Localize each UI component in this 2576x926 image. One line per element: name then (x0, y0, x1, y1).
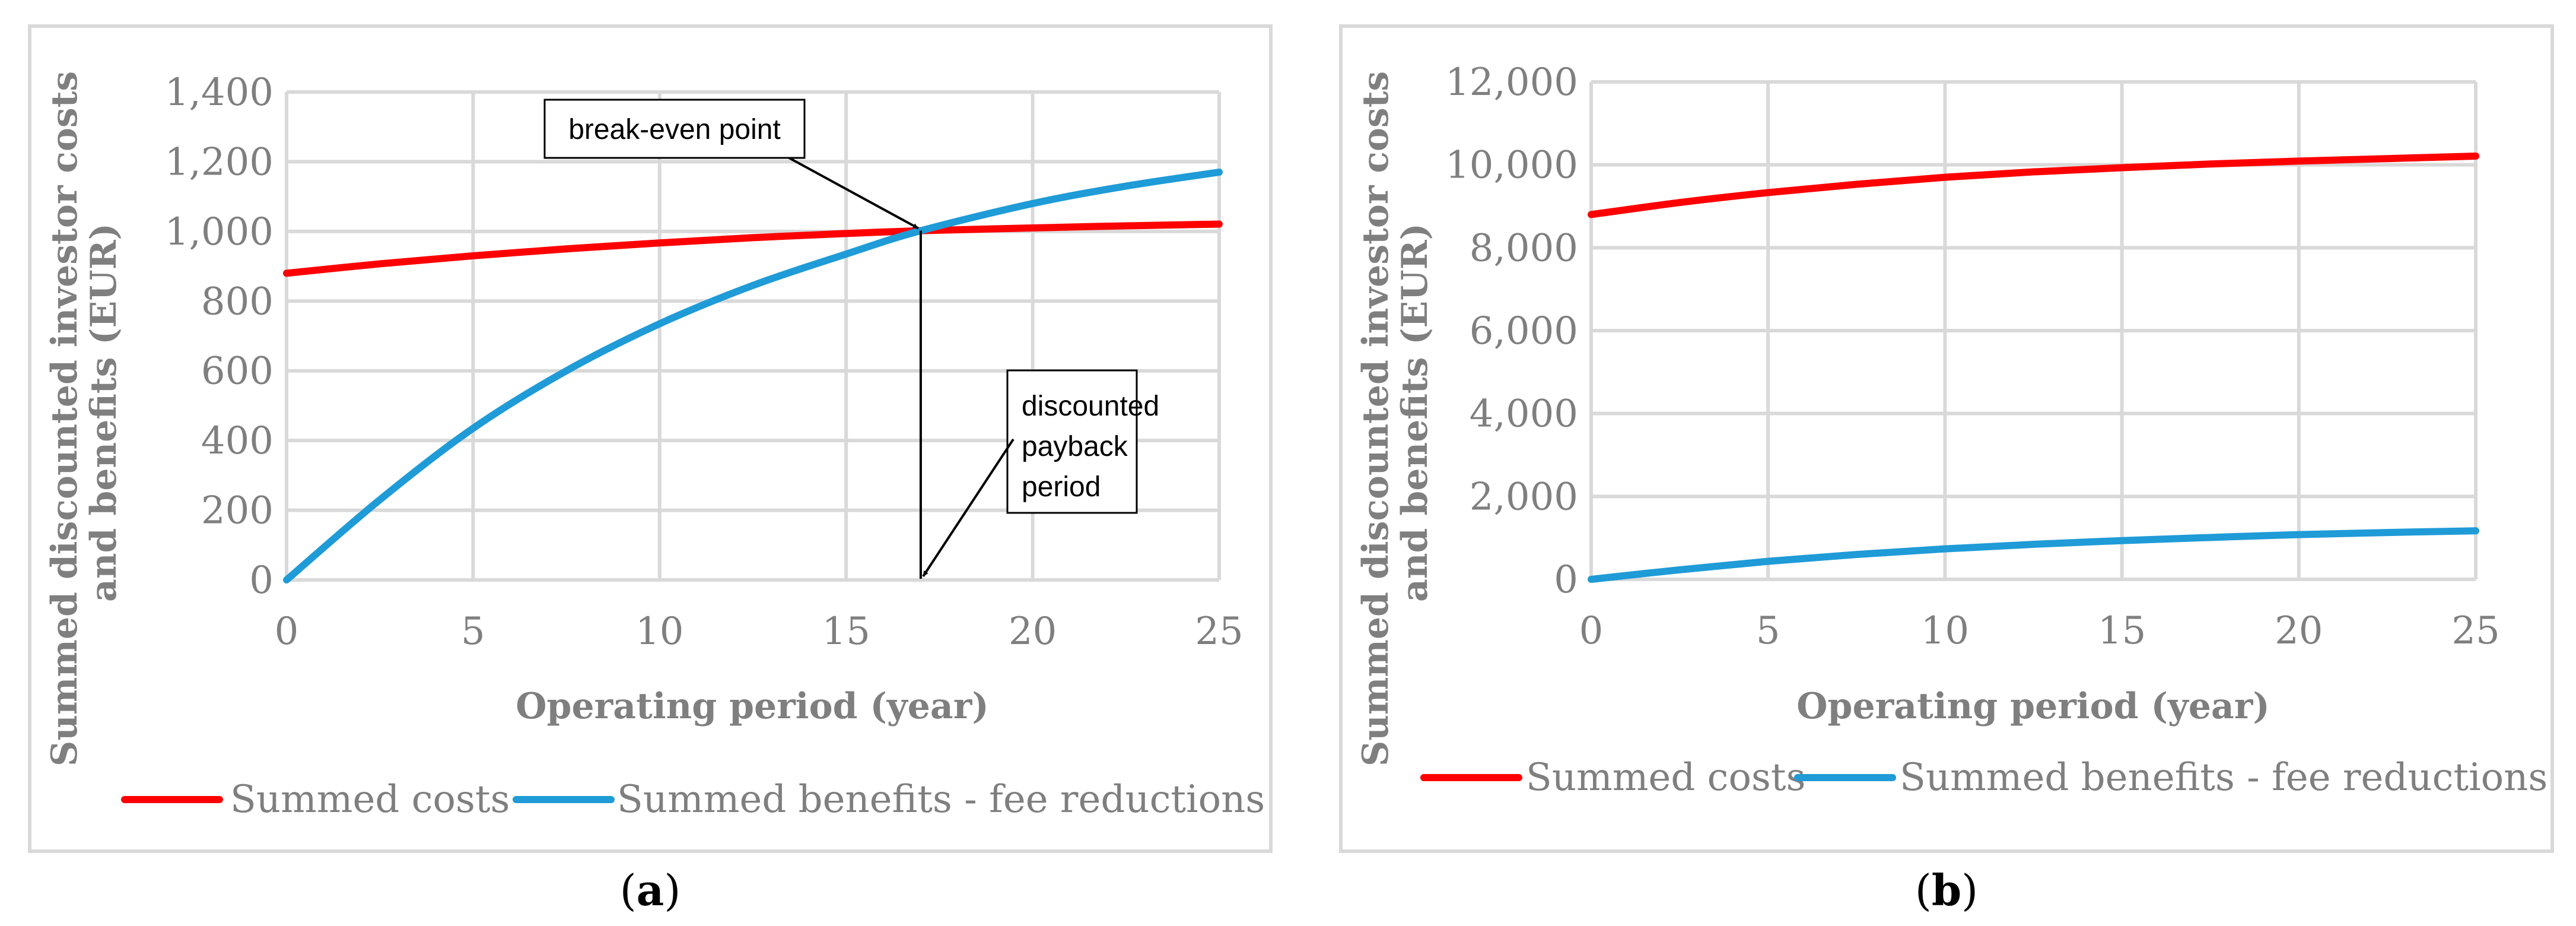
break-even-callout-label: break-even point (568, 114, 781, 145)
payback-arrow (922, 438, 1015, 578)
chart-a-y-tick-label: 600 (201, 350, 273, 394)
chart-a-y-tick-label: 1,200 (165, 140, 273, 184)
chart-b-x-tick-label: 15 (2098, 609, 2146, 653)
chart-a-series-summed-costs-line (283, 220, 1223, 277)
legend-a-benefits-label: Summed benefits - fee reductions (617, 778, 1265, 822)
chart-a-x-tick-label: 0 (275, 610, 299, 654)
payback-annotation: discounted payback period (919, 230, 1168, 579)
chart-b-x-ticks: 0 5 10 15 20 25 (1579, 609, 2500, 653)
chart-a-y-tick-label: 1,000 (165, 210, 273, 254)
panel-a-label: (a) (620, 865, 681, 915)
chart-a-y-ticks: 0 200 400 600 800 1,000 1,200 1,400 (165, 71, 273, 602)
chart-a-x-tick-label: 25 (1195, 610, 1243, 654)
chart-b-y-tick-label: 0 (1554, 558, 1578, 602)
legend-b-benefits-label: Summed benefits - fee reductions (1900, 756, 2548, 800)
chart-b-grid (1589, 80, 2478, 581)
chart-b-y-tick-label: 12,000 (1445, 61, 1578, 104)
chart-b-y-tick-label: 4,000 (1470, 392, 1578, 436)
chart-a-x-tick-label: 20 (1009, 610, 1057, 654)
chart-a-y-tick-label: 400 (201, 419, 273, 463)
legend-b-costs-label: Summed costs (1526, 756, 1805, 800)
chart-b-x-tick-label: 25 (2451, 609, 2499, 653)
chart-a-x-axis-title: Operating period (year) (516, 686, 989, 727)
chart-a-x-tick-label: 5 (461, 610, 485, 654)
chart-b-legend: Summed costs Summed benefits - fee reduc… (1420, 756, 2548, 800)
chart-b-y-tick-label: 10,000 (1445, 144, 1578, 188)
break-even-arrow (788, 157, 919, 230)
chart-b-y-tick-label: 6,000 (1470, 309, 1578, 353)
panel-b-label: (b) (1915, 865, 1979, 915)
chart-a-y-axis-title: Summed discounted investor costs and ben… (44, 59, 125, 766)
chart-b-y-ticks: 0 2,000 4,000 6,000 8,000 10,000 12,000 (1445, 61, 1578, 602)
chart-a-series (283, 169, 1223, 583)
chart-b-x-tick-label: 10 (1921, 609, 1969, 653)
chart-b-series (1588, 153, 2479, 583)
payback-callout-box (1006, 369, 1138, 514)
chart-b-series-summed-benefits-line (1588, 527, 2479, 583)
payback-callout-label: discounted payback period (1022, 391, 1168, 503)
chart-a-y-tick-label: 0 (249, 559, 273, 602)
break-even-callout-box (543, 99, 806, 159)
chart-b-x-tick-label: 0 (1579, 609, 1604, 653)
chart-a-series-summed-benefits-line (283, 169, 1223, 583)
break-even-annotation: break-even point (543, 99, 919, 230)
legend-a-costs-label: Summed costs (230, 778, 510, 822)
chart-a-x-ticks: 0 5 10 15 20 25 (275, 610, 1244, 654)
chart-a-x-tick-label: 15 (822, 610, 870, 654)
chart-a-x-tick-label: 10 (635, 610, 683, 654)
chart-a-y-tick-label: 200 (201, 489, 273, 533)
chart-b-series-summed-costs-line (1588, 153, 2479, 218)
chart-b-x-tick-label: 20 (2275, 609, 2323, 653)
chart-b-y-axis-title: Summed discounted investor costs and ben… (1355, 59, 1436, 766)
chart-a-y-tick-label: 800 (201, 280, 273, 324)
chart-b: 0 2,000 4,000 6,000 8,000 10,000 12,000 0 5 10 15… (1355, 59, 2548, 800)
chart-b-x-tick-label: 5 (1756, 609, 1780, 653)
chart-b-y-tick-label: 8,000 (1470, 226, 1578, 270)
chart-a-legend: Summed costs Summed benefits - fee reduc… (121, 778, 1265, 822)
chart-a-y-tick-label: 1,400 (165, 71, 273, 115)
chart-b-x-axis-title: Operating period (year) (1796, 686, 2270, 727)
chart-b-y-tick-label: 2,000 (1470, 475, 1578, 519)
